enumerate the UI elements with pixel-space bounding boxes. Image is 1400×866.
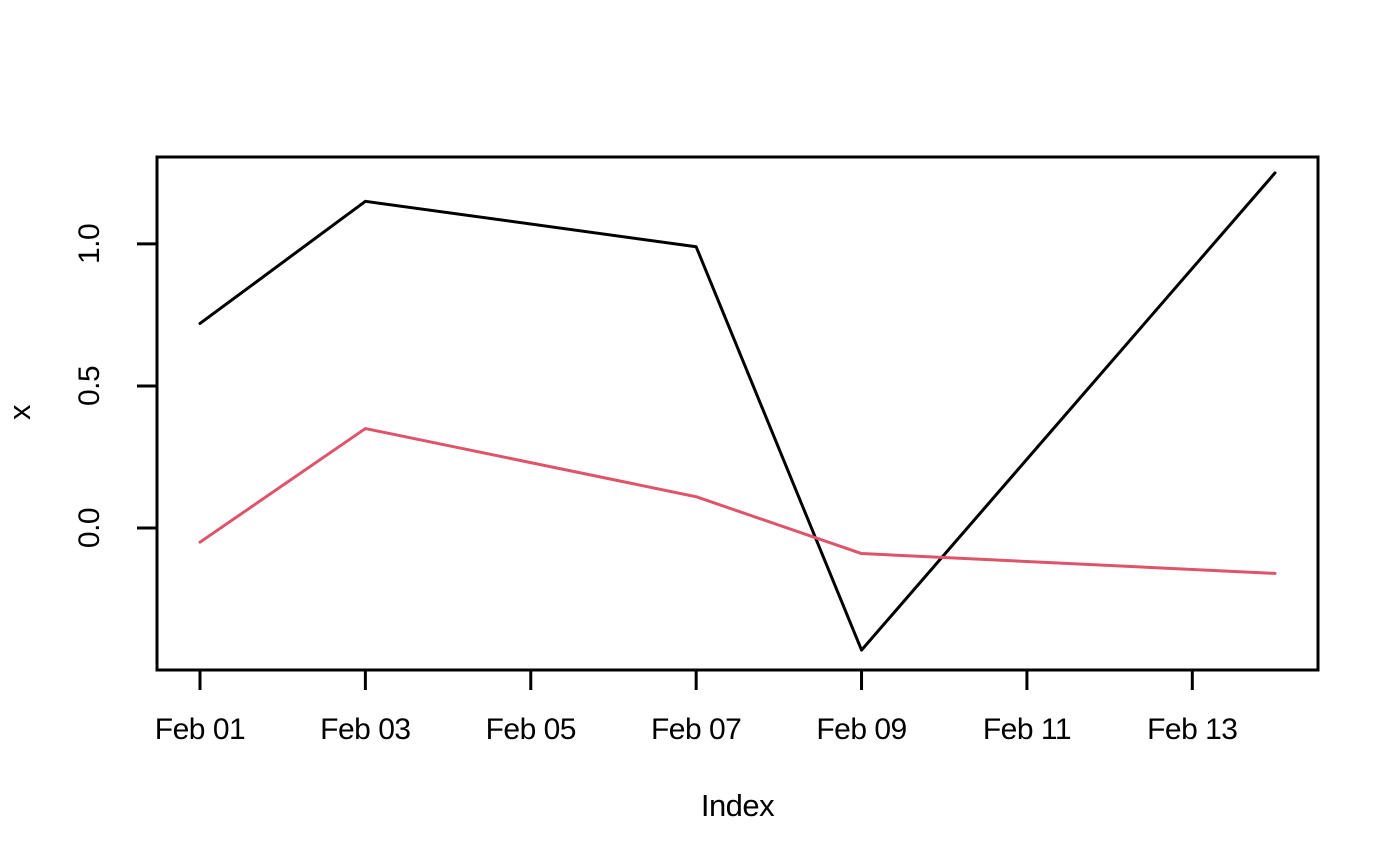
y-tick-label: 0.5 bbox=[73, 366, 106, 406]
plot-box bbox=[155, 155, 1320, 672]
y-tick-label: 0.0 bbox=[73, 508, 106, 548]
chart-plot-area: Feb 01 Feb 03 Feb 05 Feb 07 Feb 09 Feb 11 Feb … bbox=[73, 155, 1320, 746]
y-axis-title: x bbox=[2, 404, 37, 420]
x-tick-label: Feb 07 bbox=[651, 713, 741, 746]
y-tick-label: 1.0 bbox=[73, 224, 106, 264]
x-axis-title: Index bbox=[701, 788, 775, 823]
x-tick-label: Feb 03 bbox=[320, 713, 410, 746]
black-series-line bbox=[198, 171, 1277, 652]
x-tick-label: Feb 09 bbox=[816, 713, 906, 746]
x-tick-label: Feb 11 bbox=[983, 713, 1071, 746]
x-tick-label: Feb 13 bbox=[1147, 713, 1237, 746]
red-series-line bbox=[198, 427, 1277, 575]
x-tick-label: Feb 05 bbox=[486, 713, 576, 746]
x-tick-label: Feb 01 bbox=[155, 713, 245, 746]
